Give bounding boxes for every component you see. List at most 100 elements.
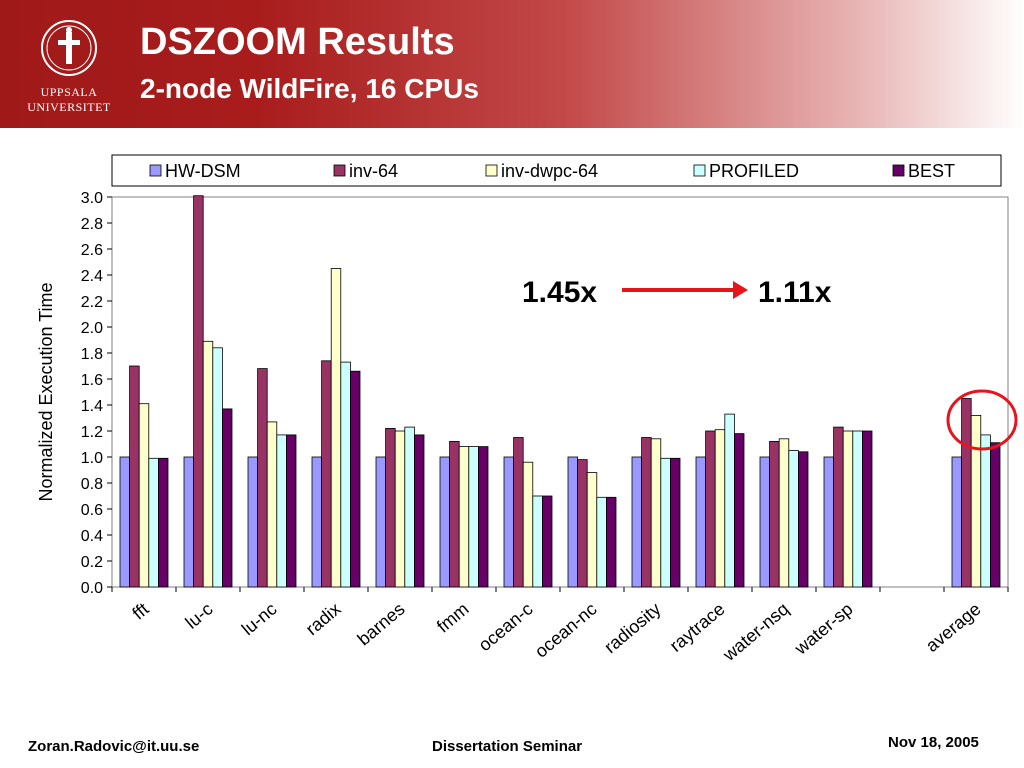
bar-profiled-ocean-nc — [596, 496, 607, 588]
bar-best-barnes — [413, 434, 425, 588]
bar-hw-dsm-average — [951, 456, 963, 588]
bar-profiled-raytrace — [724, 413, 735, 588]
bar-hw-dsm-radiosity — [631, 456, 643, 588]
bar-inv-64-fft — [129, 365, 140, 588]
plot-area: 0.0 0.2 0.4 0.6 0.8 1.0 1.2 1.4 1.6 1.8 2.0 2.2 2.4 2… — [36, 190, 1009, 666]
legend-box — [111, 154, 1002, 187]
bar-inv-dwpc-64-ocean-nc — [586, 472, 598, 588]
bar-inv-dwpc-64-radix — [330, 268, 342, 588]
bar-inv-dwpc-64-fmm — [458, 446, 470, 588]
bar-best-lu-c — [221, 408, 233, 588]
annotation-right-box — [750, 272, 850, 314]
bar-hw-dsm-water-nsq — [759, 456, 771, 588]
y-tick-label: 0.4 — [81, 528, 103, 545]
legend-swatch-best — [892, 164, 905, 177]
legend-swatch-profiled — [693, 164, 706, 177]
legend-label-profiled: PROFILED — [709, 161, 799, 181]
y-tick-label: 0.0 — [81, 580, 103, 597]
bar-best-fft — [157, 457, 169, 588]
bar-best-radiosity — [670, 457, 681, 588]
university-seal-logo: UPPSALA UNIVERSITET — [27, 20, 111, 114]
annotation-left-box — [512, 272, 617, 314]
y-tick-label: 1.6 — [81, 372, 103, 389]
legend-swatch-hw-dsm — [149, 164, 162, 177]
legend-label-inv-dwpc-64: inv-dwpc-64 — [501, 161, 598, 181]
bar-hw-dsm-fmm — [439, 456, 451, 588]
bar-best-ocean-c — [542, 495, 553, 588]
highlight-circle — [946, 389, 1018, 451]
bar-hw-dsm-raytrace — [695, 456, 707, 588]
bar-inv-dwpc-64-ocean-c — [522, 461, 534, 588]
bar-inv-64-fmm — [449, 440, 460, 588]
bar-inv-64-water-sp — [833, 426, 844, 588]
bar-inv-dwpc-64-raytrace — [714, 429, 726, 588]
page-subtitle: 2-node WildFire, 16 CPUs — [140, 73, 479, 104]
bar-hw-dsm-lu-c — [183, 456, 195, 588]
bar-profiled-water-sp — [852, 430, 863, 588]
page-title: DSZOOM Results — [140, 21, 455, 63]
bar-profiled-water-nsq — [788, 450, 799, 588]
bar-hw-dsm-fft — [119, 456, 131, 588]
bar-inv-64-average — [961, 398, 972, 588]
x-tick-label: fmm — [433, 599, 473, 637]
bar-inv-64-radiosity — [641, 437, 652, 588]
x-tick-label: water-nsq — [718, 599, 792, 666]
bar-hw-dsm-ocean-nc — [567, 456, 579, 588]
bar-profiled-radiosity — [660, 457, 671, 588]
y-axis-label: Normalized Execution Time — [36, 282, 56, 501]
x-tick-label: water-sp — [790, 599, 857, 659]
x-tick-label: ocean-nc — [531, 599, 601, 662]
bar-best-radix — [349, 370, 361, 588]
bar-best-water-sp — [862, 430, 873, 588]
bar-inv-64-radix — [321, 360, 332, 588]
bar-profiled-radix — [340, 361, 351, 588]
bar-best-raytrace — [734, 433, 745, 588]
bar-inv-64-raytrace — [705, 430, 716, 588]
y-tick-label: 1.0 — [81, 450, 103, 467]
bar-profiled-lu-nc — [276, 434, 287, 588]
svg-text:UPPSALA: UPPSALA — [41, 85, 98, 99]
bar-hw-dsm-ocean-c — [503, 456, 515, 588]
y-tick-label: 1.4 — [81, 398, 103, 415]
x-tick-label: average — [922, 599, 985, 656]
chart-legend: HW-DSM inv-64 inv-dwpc-64 PROFILED BEST — [111, 154, 1002, 187]
title-banner: UPPSALA UNIVERSITET DSZOOM Results 2-nod… — [0, 0, 1024, 128]
bar-best-lu-nc — [285, 434, 297, 588]
x-tick-label: ocean-c — [475, 599, 537, 655]
annotation-left-value: 1.45x — [522, 276, 597, 309]
svg-text:UNIVERSITET: UNIVERSITET — [27, 100, 111, 114]
legend-swatch-inv-dwpc-64 — [485, 164, 498, 177]
bar-profiled-fmm — [468, 446, 479, 588]
bar-inv-dwpc-64-radiosity — [650, 438, 662, 588]
bar-inv-dwpc-64-average — [970, 414, 982, 588]
bar-hw-dsm-water-sp — [823, 456, 835, 588]
x-tick-label: lu-c — [181, 599, 216, 633]
bar-inv-dwpc-64-water-nsq — [778, 438, 790, 588]
x-tick-label: radix — [302, 599, 345, 639]
bar-profiled-barnes — [404, 426, 415, 588]
bar-best-fmm — [477, 446, 489, 588]
legend-label-best: BEST — [908, 161, 955, 181]
x-tick-label: radiosity — [600, 599, 664, 657]
y-tick-label: 1.8 — [81, 346, 103, 363]
bar-inv-64-lu-nc — [257, 368, 268, 588]
legend-label-inv-64: inv-64 — [349, 161, 398, 181]
bar-hw-dsm-barnes — [375, 456, 387, 588]
y-tick-label: 2.4 — [81, 268, 103, 285]
plot-border — [111, 196, 1009, 588]
bar-chart: HW-DSM inv-64 inv-dwpc-64 PROFILED BEST 0.0 0… — [36, 154, 1018, 666]
y-tick-label: 0.2 — [81, 554, 103, 571]
legend-label-hw-dsm: HW-DSM — [165, 161, 241, 181]
bar-inv-64-ocean-c — [513, 437, 524, 588]
y-tick-label: 2.6 — [81, 242, 103, 259]
x-tick-label: barnes — [354, 599, 409, 650]
footer-event: Dissertation Seminar — [432, 738, 583, 755]
y-tick-label: 1.2 — [81, 424, 103, 441]
bar-hw-dsm-radix — [311, 456, 323, 588]
bar-best-average — [990, 442, 1001, 588]
footer-email: Zoran.Radovic@it.uu.se — [28, 738, 200, 755]
footer-date: Nov 18, 2005 — [888, 734, 979, 751]
x-tick-label: lu-nc — [238, 599, 281, 639]
bar-inv-64-barnes — [385, 427, 396, 588]
bar-best-water-nsq — [798, 451, 809, 588]
